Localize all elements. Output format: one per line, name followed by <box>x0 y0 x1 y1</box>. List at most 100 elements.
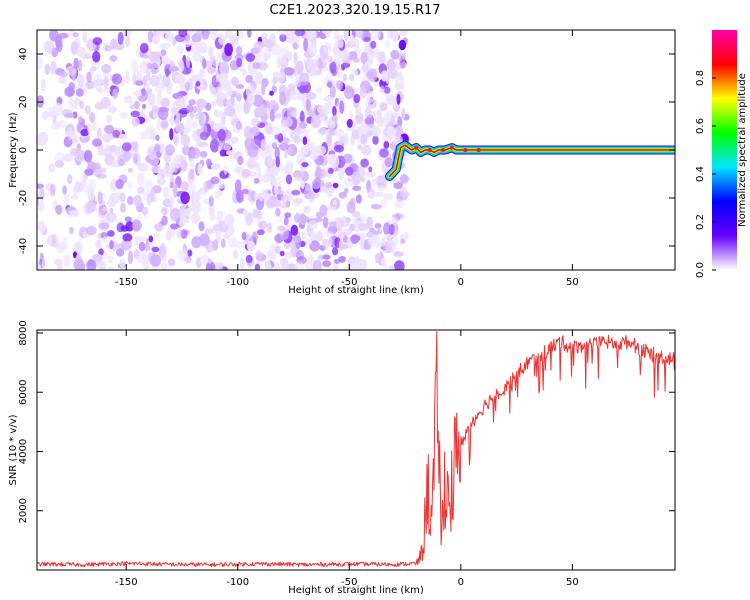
noise-blob <box>366 231 374 238</box>
noise-blob <box>346 201 356 214</box>
noise-blob <box>69 226 74 235</box>
noise-blob <box>69 210 79 216</box>
carrier-hotspot <box>476 148 481 152</box>
colorbar-label: Normalized spectral amplitude <box>737 73 748 227</box>
noise-blob <box>265 166 272 180</box>
noise-blob <box>98 248 104 256</box>
noise-blob <box>62 153 74 162</box>
noise-blob <box>224 213 235 226</box>
noise-blob <box>372 135 379 145</box>
noise-blob <box>165 31 175 42</box>
snr-panel: -150 -100 -50 0 50 2000 4000 6000 8000 Height of… <box>8 320 676 596</box>
noise-blob <box>175 112 181 124</box>
noise-blob <box>355 194 362 204</box>
noise-blob <box>381 237 386 250</box>
noise-blob <box>252 62 261 69</box>
noise-blob <box>182 127 191 133</box>
noise-blob <box>108 105 117 114</box>
noise-blob <box>54 35 63 48</box>
noise-blob <box>266 222 273 233</box>
noise-blob <box>133 100 140 110</box>
noise-blob <box>111 151 117 158</box>
noise-blob <box>86 225 97 236</box>
noise-blob <box>290 224 299 236</box>
noise-blob <box>110 38 118 50</box>
noise-blob <box>340 62 351 69</box>
noise-blob <box>92 51 101 63</box>
noise-blob <box>92 37 103 46</box>
noise-blob <box>160 206 169 215</box>
noise-blob <box>132 194 143 207</box>
noise-blob <box>101 167 107 174</box>
noise-blob <box>251 117 261 127</box>
noise-blob <box>317 105 327 114</box>
noise-blob <box>147 30 154 43</box>
carrier-hotspot <box>463 148 468 152</box>
noise-blob <box>374 191 384 197</box>
noise-blob <box>327 167 334 174</box>
noise-blob <box>106 115 113 123</box>
noise-blob <box>276 189 285 195</box>
noise-blob <box>295 212 301 221</box>
noise-blob <box>67 173 73 185</box>
noise-blob <box>127 250 134 265</box>
noise-blob <box>178 30 188 38</box>
noise-blob <box>72 185 78 196</box>
noise-blob <box>120 202 126 213</box>
snr-x-tick-label: -50 <box>341 577 357 588</box>
noise-blob <box>39 187 45 201</box>
noise-blob <box>307 109 316 117</box>
noise-blob <box>367 90 375 104</box>
noise-blob <box>334 144 344 153</box>
noise-blob <box>321 254 331 260</box>
noise-blob <box>368 166 373 173</box>
noise-blob <box>293 199 301 207</box>
noise-blob <box>268 154 273 167</box>
colorbar-tick-label: 0.4 <box>695 166 706 182</box>
noise-blob <box>73 57 79 70</box>
noise-blob <box>245 132 255 139</box>
noise-blob <box>198 112 204 127</box>
noise-blob <box>219 61 230 76</box>
carrier-hotspot <box>441 148 445 152</box>
noise-blob <box>388 265 395 270</box>
noise-blob <box>372 110 377 118</box>
noise-blob <box>160 262 168 270</box>
noise-blob <box>122 150 131 162</box>
noise-blob <box>322 216 329 229</box>
noise-blob <box>249 47 260 54</box>
noise-blob <box>332 105 337 117</box>
snr-axis-ticks: -150 -100 -50 0 50 2000 4000 6000 8000 <box>18 320 675 588</box>
noise-blob <box>235 84 245 90</box>
noise-blob <box>244 138 255 151</box>
noise-blob <box>283 148 288 159</box>
noise-blob <box>115 179 124 190</box>
noise-blob <box>142 75 147 87</box>
noise-blob <box>317 254 324 261</box>
noise-blob <box>85 80 95 90</box>
noise-blob <box>102 87 111 93</box>
noise-blob <box>150 188 155 203</box>
noise-blob <box>294 30 306 37</box>
noise-blob <box>338 166 345 180</box>
noise-blob <box>368 48 375 62</box>
noise-blob <box>95 239 102 249</box>
noise-blob <box>204 102 212 111</box>
noise-blob <box>292 235 301 244</box>
spectrogram-y-tick-label: 0 <box>18 147 29 153</box>
snr-x-tick-label: -100 <box>226 577 249 588</box>
noise-blob <box>386 59 394 69</box>
noise-blob <box>87 122 92 135</box>
noise-blob <box>321 238 330 250</box>
noise-blob <box>199 79 205 93</box>
noise-blob <box>169 196 175 207</box>
noise-blob <box>207 258 213 264</box>
noise-blob <box>228 152 235 163</box>
noise-blob <box>106 230 115 237</box>
noise-blob <box>187 249 193 257</box>
noise-blob <box>306 92 317 100</box>
noise-blob <box>118 133 128 140</box>
noise-blob <box>218 92 227 100</box>
noise-blob <box>279 91 286 106</box>
noise-blob <box>139 107 144 117</box>
